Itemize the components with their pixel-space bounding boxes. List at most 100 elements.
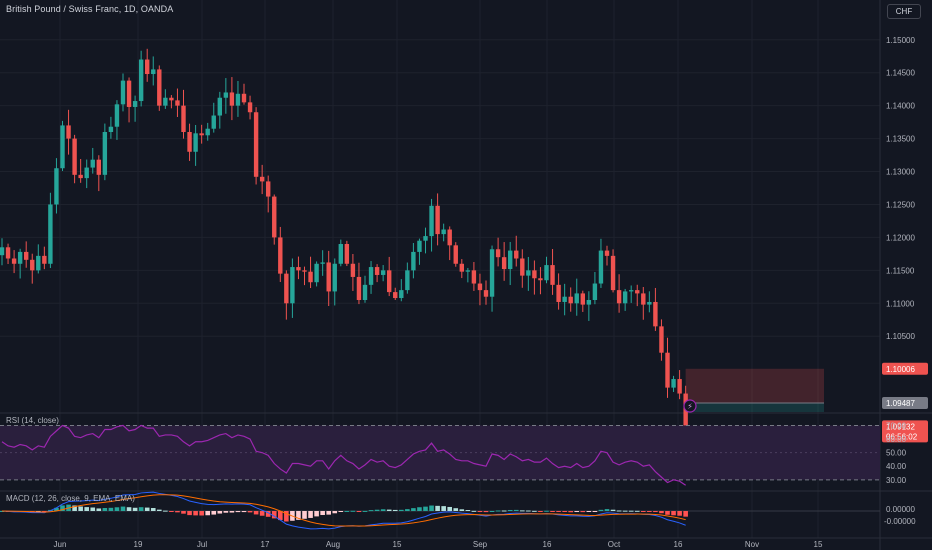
candle-body xyxy=(138,59,144,102)
currency-button[interactable]: CHF xyxy=(887,4,921,19)
entry-price-tag-bg xyxy=(882,396,928,409)
price-tick-label: 1.13000 xyxy=(886,168,915,177)
macd-histogram-bar xyxy=(447,506,452,511)
macd-histogram-bar xyxy=(308,511,313,518)
rsi-tick-label: 60.00 xyxy=(886,435,907,444)
candle xyxy=(556,273,561,310)
candle-body xyxy=(423,236,428,241)
candle-body xyxy=(659,326,664,353)
candle-body xyxy=(78,174,83,179)
candle-body xyxy=(72,138,77,175)
candle xyxy=(163,89,168,109)
stop-loss-price-tag-text: 1.10006 xyxy=(886,365,915,374)
macd-histogram-bar xyxy=(193,511,198,516)
time-tick-label: Jul xyxy=(197,540,207,549)
macd-histogram-bar xyxy=(392,509,398,511)
candle-body xyxy=(641,293,646,305)
candle xyxy=(635,284,640,307)
macd-histogram-bar xyxy=(441,506,446,511)
price-tick-label: 1.14000 xyxy=(886,102,915,111)
price-tick-label: 1.11000 xyxy=(886,299,915,308)
candle-body xyxy=(278,237,283,274)
candle-body xyxy=(544,265,549,281)
rsi-tick-label: 40.00 xyxy=(886,462,907,471)
macd-histogram-bar xyxy=(150,508,156,511)
candle xyxy=(169,95,174,109)
candle-body xyxy=(665,352,670,388)
candle-body xyxy=(24,251,29,260)
macd-histogram-bar xyxy=(114,507,120,511)
candle xyxy=(308,256,313,289)
candle-body xyxy=(622,291,628,304)
macd-histogram-bar xyxy=(417,507,422,511)
time-tick-label: 15 xyxy=(814,540,823,549)
macd-tick-label: 0.00000 xyxy=(886,505,915,514)
candle xyxy=(435,193,440,246)
candle-body xyxy=(483,290,489,297)
macd-label: MACD (12, 26, close, 9, EMA, EMA) xyxy=(6,494,135,503)
candle xyxy=(665,337,670,398)
time-tick-label: 19 xyxy=(134,540,143,549)
candle-body xyxy=(344,244,350,264)
macd-histogram-bar xyxy=(108,507,114,511)
candle-body xyxy=(508,250,513,270)
candle-body xyxy=(514,250,519,259)
candle xyxy=(217,91,222,129)
candle xyxy=(24,241,29,268)
candle-body xyxy=(380,270,386,275)
candle xyxy=(671,375,676,392)
candle xyxy=(181,89,186,139)
candle xyxy=(120,73,126,112)
candle-body xyxy=(205,128,210,136)
price-tick-label: 1.11500 xyxy=(886,266,915,275)
macd-histogram-bar xyxy=(592,511,598,512)
candle xyxy=(199,124,204,144)
candle-body xyxy=(259,176,265,182)
candle-body xyxy=(0,247,5,256)
rsi-label: RSI (14, close) xyxy=(6,416,59,425)
candle xyxy=(477,273,483,306)
candle xyxy=(616,274,622,313)
macd-histogram-bar xyxy=(598,509,604,511)
macd-histogram-bar xyxy=(399,509,404,511)
macd-histogram-bar xyxy=(235,511,241,513)
candle-body xyxy=(272,196,277,238)
macd-histogram-bar xyxy=(550,511,555,512)
candle xyxy=(411,243,416,279)
candle-body xyxy=(96,159,101,175)
candle xyxy=(653,287,658,331)
macd-histogram-bar xyxy=(513,509,519,511)
candle-body xyxy=(253,112,259,177)
macd-histogram-bar xyxy=(520,510,525,512)
candle xyxy=(453,242,458,267)
candle xyxy=(235,80,241,117)
macd-histogram-bar xyxy=(102,508,108,511)
candle xyxy=(138,50,144,107)
candle-body xyxy=(356,276,362,300)
candle xyxy=(259,164,265,195)
macd-histogram-bar xyxy=(157,509,162,511)
macd-histogram-bar xyxy=(175,511,180,513)
candle-body xyxy=(302,270,307,272)
macd-histogram-bar xyxy=(495,510,501,512)
macd-histogram-bar xyxy=(634,510,640,512)
macd-histogram-bar xyxy=(265,511,271,517)
candle-body xyxy=(362,284,368,300)
macd-histogram-bar xyxy=(338,511,344,512)
candle-body xyxy=(241,93,247,103)
macd-histogram-bar xyxy=(677,511,682,516)
candle-body xyxy=(393,292,398,299)
candle-body xyxy=(199,133,204,136)
candle xyxy=(471,262,477,291)
macd-histogram-bar xyxy=(217,511,223,514)
candle xyxy=(42,246,47,270)
candle xyxy=(108,116,114,139)
candle xyxy=(126,77,132,123)
candle xyxy=(296,256,301,280)
candle xyxy=(441,223,446,242)
candle xyxy=(84,159,89,189)
candle-body xyxy=(163,97,168,106)
candle xyxy=(314,261,319,287)
candle xyxy=(423,227,428,254)
